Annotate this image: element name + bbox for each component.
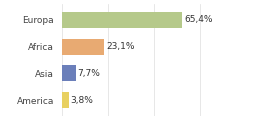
Text: 3,8%: 3,8% <box>71 96 93 105</box>
Bar <box>62 39 104 55</box>
Text: 7,7%: 7,7% <box>78 69 101 78</box>
Bar <box>62 65 76 81</box>
Bar <box>62 92 69 108</box>
Text: 65,4%: 65,4% <box>184 15 213 24</box>
Text: 23,1%: 23,1% <box>106 42 135 51</box>
Bar <box>62 12 183 28</box>
